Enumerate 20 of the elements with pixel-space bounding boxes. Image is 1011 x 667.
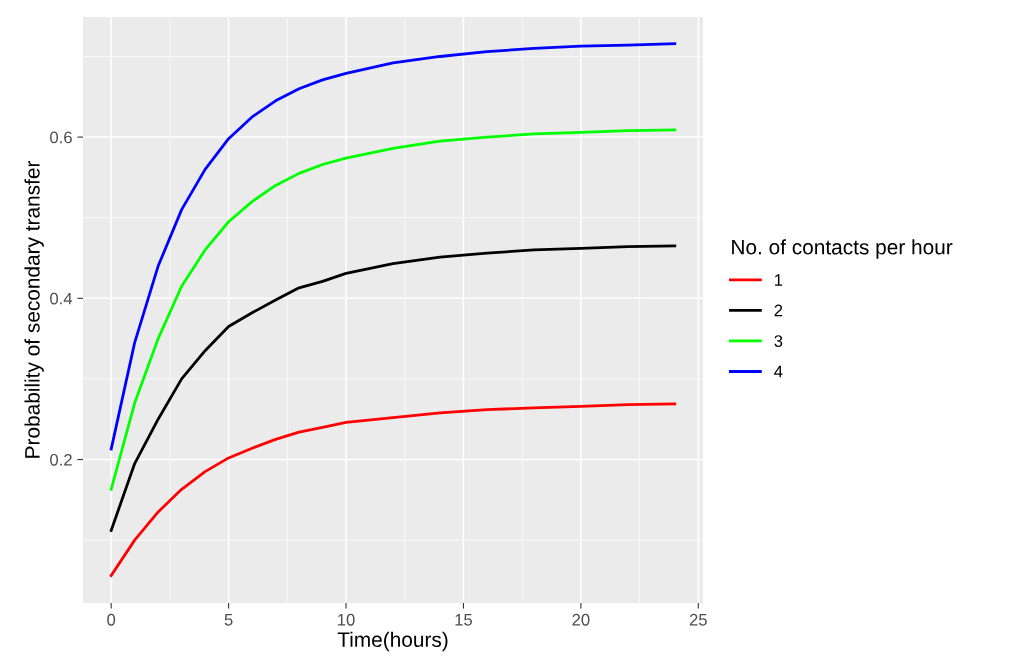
legend-title: No. of contacts per hour — [732, 239, 953, 259]
x-tick-label: 20 — [572, 613, 590, 626]
x-tick-label: 0 — [107, 613, 116, 626]
legend-label: 4 — [774, 365, 783, 378]
x-tick-label: 25 — [689, 613, 707, 626]
x-tick-label: 10 — [338, 613, 355, 626]
line-series — [109, 42, 677, 451]
y-tick-label: 0.4 — [50, 292, 73, 305]
y-tick-label: 0.2 — [50, 453, 72, 466]
x-tick-label: 15 — [455, 614, 473, 626]
x-axis-title: Time(hours) — [337, 631, 448, 652]
line-series — [109, 128, 677, 491]
legend-label: 3 — [774, 335, 783, 347]
legend-label: 2 — [774, 304, 783, 317]
line-series — [109, 402, 677, 577]
y-axis-title: Probability of secondary transfer — [24, 160, 44, 458]
line-series — [109, 244, 677, 532]
legend-label: 1 — [775, 274, 783, 286]
y-tick-label: 0.6 — [50, 131, 72, 144]
x-tick-label: 5 — [224, 614, 233, 626]
